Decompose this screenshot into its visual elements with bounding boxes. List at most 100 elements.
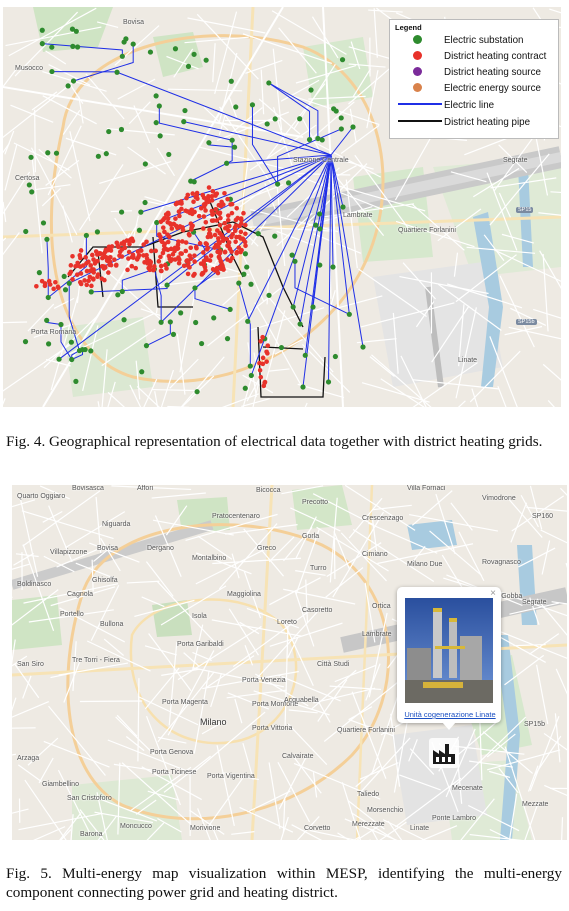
street: [203, 106, 229, 131]
cogeneration-plant-photo: [405, 598, 493, 703]
heating-contract-marker: [83, 255, 88, 260]
electric-line: [330, 154, 364, 348]
heating-pipe: [152, 236, 193, 308]
electric-substation-marker: [36, 270, 42, 276]
heating-contract-marker: [78, 248, 84, 253]
heating-contract-marker: [125, 267, 130, 273]
street: [455, 254, 517, 303]
street: [535, 664, 549, 725]
street: [540, 529, 567, 544]
street: [341, 782, 362, 840]
map-place-label: Maggiolina: [227, 591, 261, 598]
heating-contract-marker: [113, 263, 119, 268]
street: [487, 749, 561, 771]
heating-contract-marker: [257, 360, 262, 366]
heating-contract-marker: [193, 244, 199, 250]
electric-heating-map[interactable]: Certosa Musocco Bovisa Stazione Centrale…: [3, 7, 561, 407]
street: [482, 731, 534, 774]
street: [82, 325, 99, 391]
street: [305, 579, 309, 623]
heating-contract-marker: [214, 265, 220, 271]
street: [510, 307, 547, 327]
street: [22, 544, 55, 631]
heating-contract-marker: [91, 277, 96, 282]
street: [533, 308, 561, 319]
street: [437, 283, 502, 331]
street: [504, 654, 545, 686]
component-link[interactable]: Unità cogenerazione Linate: [404, 710, 496, 719]
street: [117, 78, 156, 100]
street: [352, 529, 435, 582]
electric-substation-marker: [166, 151, 172, 158]
electric-substation-marker: [49, 68, 55, 75]
map-place-label: Affori: [137, 485, 154, 492]
street: [136, 386, 160, 407]
heating-contract-marker: [167, 234, 172, 240]
street: [395, 220, 475, 248]
water-body: [494, 635, 520, 840]
street: [45, 159, 80, 187]
street: [48, 705, 106, 776]
street: [3, 68, 18, 88]
heating-contract-marker: [173, 245, 179, 251]
street: [331, 170, 385, 237]
heating-contract-marker: [90, 252, 95, 258]
electric-substation-marker: [119, 209, 125, 215]
road-shield: SP15: [516, 207, 534, 213]
heating-contract-marker: [95, 274, 100, 280]
legend-item-label: Electric energy source: [444, 83, 541, 94]
map-place-label: Morivione: [190, 825, 221, 832]
street: [31, 91, 58, 111]
street: [458, 531, 485, 582]
street: [151, 492, 206, 499]
heating-contract-marker: [209, 198, 215, 203]
electric-substation-marker: [76, 347, 83, 354]
heating-contract-marker: [108, 248, 114, 253]
multi-energy-map[interactable]: Quarto Oggiaro Bovisasca Affori Bicocca Prec…: [12, 485, 567, 840]
electric-substation-marker: [227, 306, 233, 313]
railway-band: [251, 152, 561, 227]
electric-substation-marker: [95, 153, 101, 159]
ring-road: [129, 598, 298, 745]
street: [128, 101, 151, 125]
electric-substation-marker: [346, 311, 352, 317]
heating-contract-marker: [204, 241, 210, 247]
street: [489, 828, 513, 840]
heating-contract-marker: [217, 222, 223, 228]
street: [520, 494, 539, 528]
close-icon[interactable]: ×: [490, 588, 496, 599]
heating-contract-marker: [229, 234, 234, 240]
electric-substation-marker: [70, 43, 76, 49]
heating-contract-marker: [209, 194, 215, 199]
map-place-label: Portello: [60, 611, 84, 618]
street: [561, 817, 564, 840]
street: [356, 825, 380, 840]
map-place-label: San Cristoforo: [67, 795, 112, 802]
factory-icon[interactable]: [427, 736, 461, 770]
electric-line: [251, 104, 279, 185]
heating-contract-marker: [187, 232, 192, 238]
street: [412, 379, 499, 390]
street: [193, 670, 210, 754]
map-place-label: Ponte Lambro: [432, 815, 476, 822]
street: [137, 695, 199, 726]
street: [154, 274, 245, 287]
heating-contract-marker: [207, 227, 212, 233]
electric-substation-marker: [264, 121, 270, 127]
heating-contract-marker: [258, 374, 264, 380]
street: [115, 716, 155, 755]
heating-contract-marker: [87, 274, 93, 280]
green-dot-icon: [413, 35, 422, 44]
street: [234, 698, 243, 724]
electric-substation-marker: [332, 353, 338, 360]
electric-substation-marker: [319, 137, 325, 143]
street: [53, 297, 75, 309]
heating-contract-marker: [200, 250, 206, 255]
electric-line: [330, 154, 344, 208]
map-place-label: Porta Garibaldi: [177, 641, 224, 648]
map-place-label: Linate: [458, 357, 478, 364]
street: [277, 674, 341, 702]
map-place-label: Cimiano: [362, 551, 388, 558]
heating-contract-marker: [192, 253, 197, 258]
heating-contract-marker: [241, 210, 246, 216]
